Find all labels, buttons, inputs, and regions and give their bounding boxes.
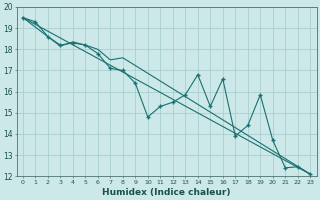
X-axis label: Humidex (Indice chaleur): Humidex (Indice chaleur) xyxy=(102,188,231,197)
